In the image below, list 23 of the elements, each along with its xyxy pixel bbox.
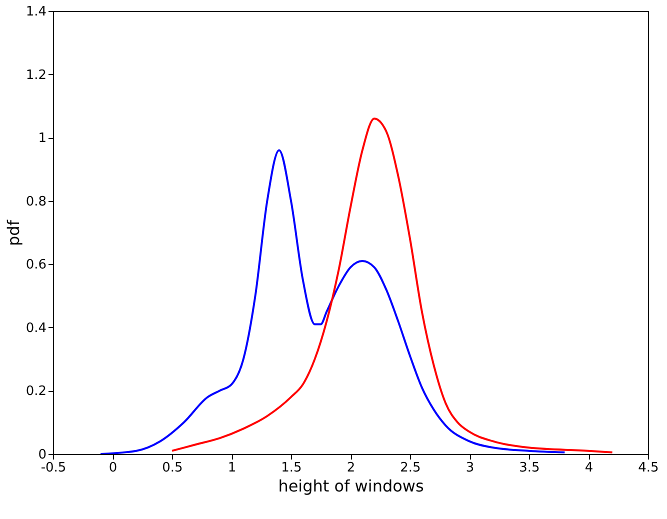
x-tick-label: 2.5 [400,460,421,476]
y-tick-label: 0.8 [26,194,46,210]
line-series [100,149,566,454]
y-tick-label: 1.2 [26,68,46,83]
x-tick-label: 1 [228,460,236,476]
y-axis-title: pdf [4,220,23,246]
x-tick-label: -0.5 [40,460,66,476]
y-tick-label: 0.6 [26,258,46,273]
x-tick-label: 1.5 [281,460,302,476]
x-axis-title: height of windows [278,476,424,496]
line-series [171,118,614,454]
x-tick-label: 3.5 [519,460,540,476]
y-tick-label: 0.4 [26,320,46,336]
x-tick-label: 4 [584,460,594,476]
y-tick-label: 0 [38,448,46,462]
x-tick-label: 2 [346,460,356,476]
x-tick-label: 4.5 [638,460,659,476]
x-tick-label: 0 [108,460,118,476]
x-tick-label: 3 [466,460,474,476]
x-tick-label: 0.5 [162,460,183,476]
y-tick-label: 1.4 [26,4,46,20]
y-tick-label: 1 [38,131,46,146]
y-tick-label: 0.2 [26,384,46,400]
